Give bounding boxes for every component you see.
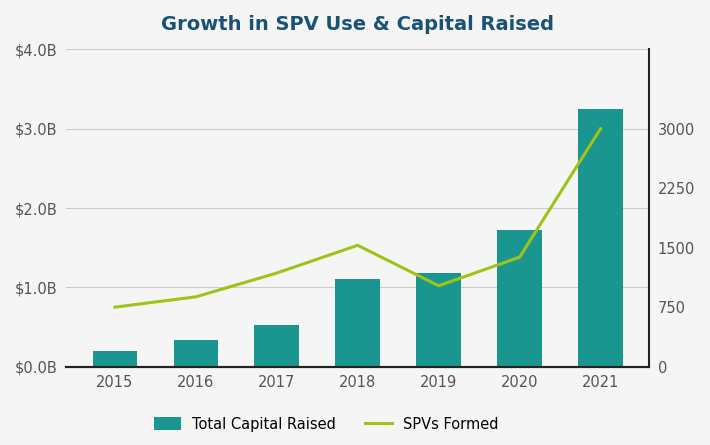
Legend: Total Capital Raised, SPVs Formed: Total Capital Raised, SPVs Formed (148, 411, 505, 438)
Bar (497, 230, 542, 367)
Bar (416, 273, 461, 367)
Bar (578, 109, 623, 367)
Title: Growth in SPV Use & Capital Raised: Growth in SPV Use & Capital Raised (161, 15, 555, 34)
Bar (92, 351, 137, 367)
Bar (335, 279, 380, 367)
Bar (254, 325, 299, 367)
Bar (173, 340, 218, 367)
